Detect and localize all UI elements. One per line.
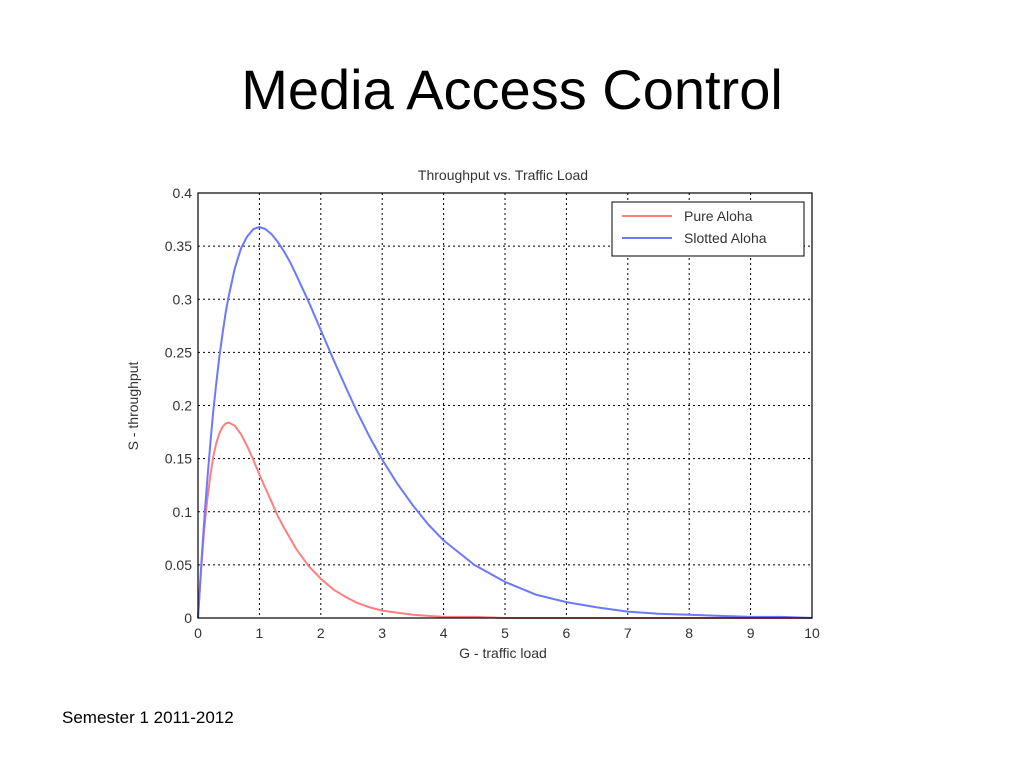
x-tick-label: 0 [194, 625, 202, 641]
y-axis-label: S - throughput [125, 362, 141, 451]
y-tick-label: 0 [184, 610, 192, 626]
x-tick-label: 3 [378, 625, 386, 641]
y-tick-label: 0.05 [165, 557, 192, 573]
x-tick-label: 1 [256, 625, 264, 641]
y-tick-label: 0.35 [165, 238, 192, 254]
plot-frame [197, 192, 813, 619]
y-tick-label: 0.15 [165, 451, 192, 467]
x-tick-label: 7 [624, 625, 632, 641]
legend: Pure Aloha Slotted Aloha [611, 201, 805, 257]
chart-title: Throughput vs. Traffic Load [418, 167, 588, 183]
y-tick-label: 0.25 [165, 344, 192, 360]
x-axis-label: G - traffic load [459, 645, 547, 661]
footer-text: Semester 1 2011-2012 [62, 708, 234, 727]
y-tick-label: 0.1 [173, 504, 193, 520]
y-tick-label: 0.4 [173, 185, 193, 201]
legend-label: Pure Aloha [684, 208, 753, 224]
series-line-slotted-aloha [197, 226, 813, 619]
x-tick-label: 6 [563, 625, 571, 641]
slide-title: Media Access Control [241, 58, 783, 121]
x-tick-label: 5 [501, 625, 509, 641]
x-tick-label: 8 [685, 625, 693, 641]
x-tick-label: 2 [317, 625, 325, 641]
legend-box [611, 201, 805, 257]
x-tick-label: 4 [440, 625, 448, 641]
legend-label: Slotted Aloha [684, 230, 767, 246]
x-tick-label: 9 [747, 625, 755, 641]
y-tick-label: 0.3 [173, 291, 193, 307]
y-tick-label: 0.2 [173, 398, 193, 414]
x-tick-label: 10 [804, 625, 820, 641]
